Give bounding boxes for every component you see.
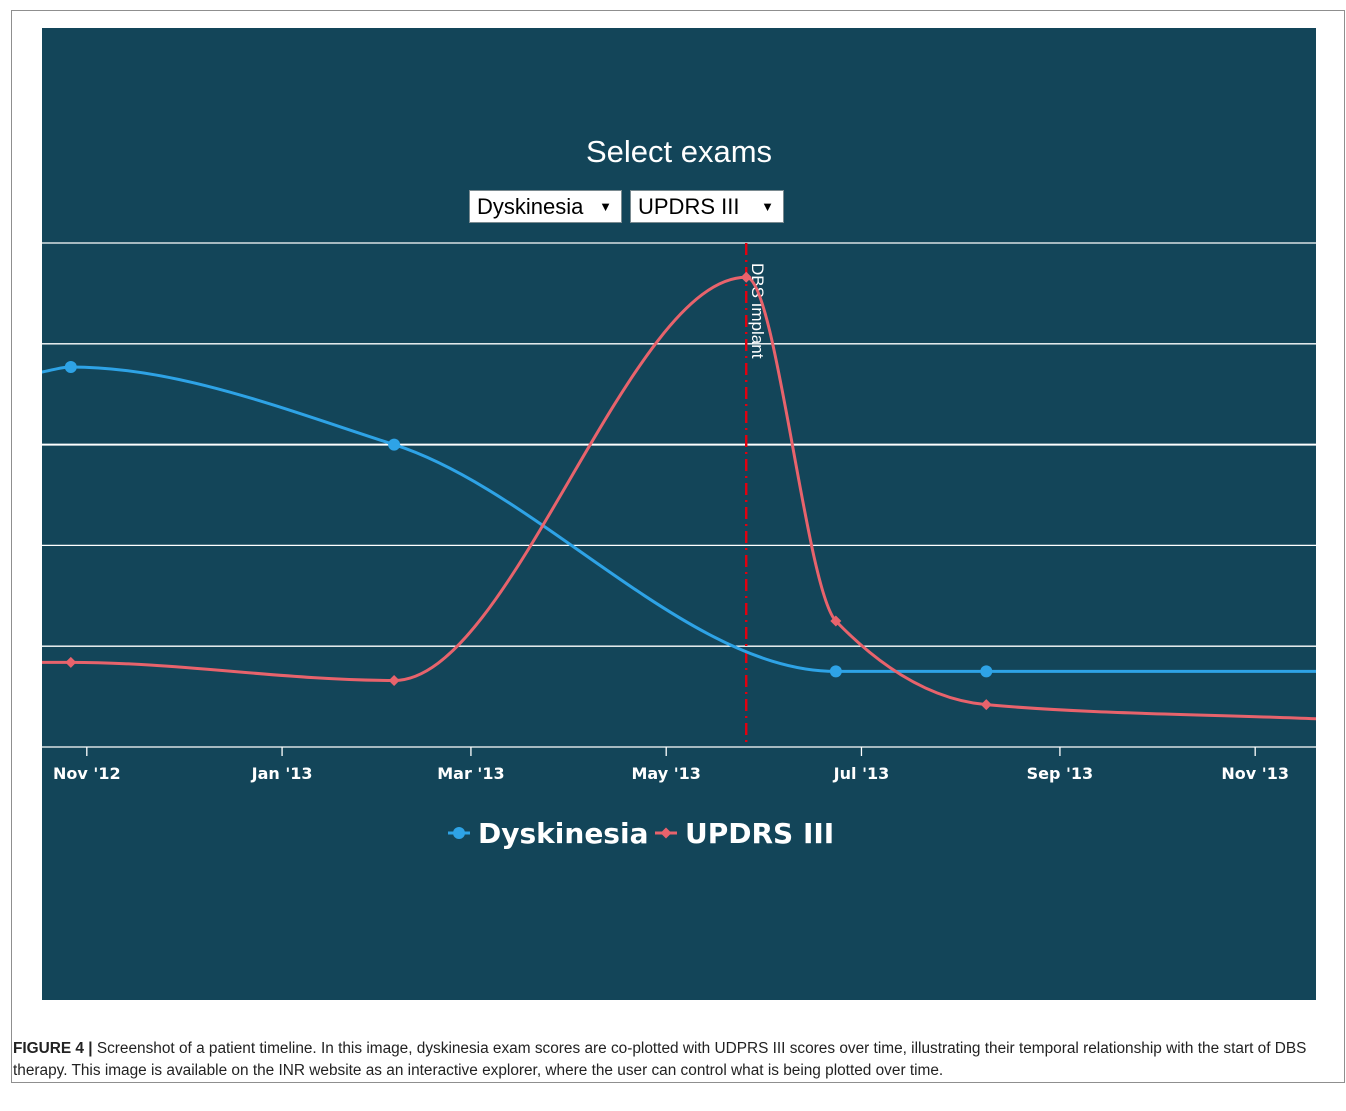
exam-select-1-value: Dyskinesia: [477, 194, 584, 219]
x-tick-label: Sep '13: [1027, 764, 1094, 783]
legend-diamond-marker: [660, 827, 672, 839]
figure-frame: [11, 10, 1345, 1083]
exam-select-2[interactable]: UPDRS III ▼: [630, 190, 784, 223]
x-tick-label: Nov '12: [53, 764, 121, 783]
updrs-iii-point: [65, 656, 77, 668]
dyskinesia-point: [980, 665, 993, 678]
x-tick-label: Jul '13: [833, 764, 890, 783]
caption-label: FIGURE 4 |: [13, 1040, 93, 1057]
chevron-down-icon: ▼: [599, 199, 612, 214]
x-tick-label: May '13: [632, 764, 701, 783]
updrs-iii-point: [740, 271, 752, 283]
caption-text: Screenshot of a patient timeline. In thi…: [13, 1040, 1307, 1079]
updrs-iii-point: [388, 674, 400, 686]
x-tick-label: Mar '13: [437, 764, 504, 783]
x-tick-label: Nov '13: [1221, 764, 1289, 783]
legend-label-dyskinesia: Dyskinesia: [478, 817, 648, 850]
series-line-dyskinesia: [42, 365, 1316, 673]
updrs-iii-point: [830, 615, 842, 627]
dyskinesia-point: [829, 665, 842, 678]
legend-label-updrs-iii: UPDRS III: [685, 817, 834, 850]
updrs-iii-point: [980, 699, 992, 711]
figure-caption: FIGURE 4 | Screenshot of a patient timel…: [13, 1038, 1338, 1082]
chevron-down-icon: ▼: [761, 199, 774, 214]
dyskinesia-point: [388, 438, 401, 451]
x-tick-label: Jan '13: [251, 764, 313, 783]
dyskinesia-point: [64, 360, 77, 373]
exam-select-1[interactable]: Dyskinesia ▼: [469, 190, 622, 223]
dbs-event-label: DBS Implant: [748, 263, 767, 359]
exam-select-2-value: UPDRS III: [638, 194, 740, 219]
panel-title: Select exams: [585, 134, 773, 169]
timeline-chart: Nov '12 Jan '13 Mar '13 May '13 Jul '13 Sep '…: [42, 242, 1316, 850]
timeline-panel: Select exams Dyskinesia ▼ UPDRS III ▼ No…: [42, 28, 1316, 1000]
legend-circle-marker: [453, 827, 465, 839]
